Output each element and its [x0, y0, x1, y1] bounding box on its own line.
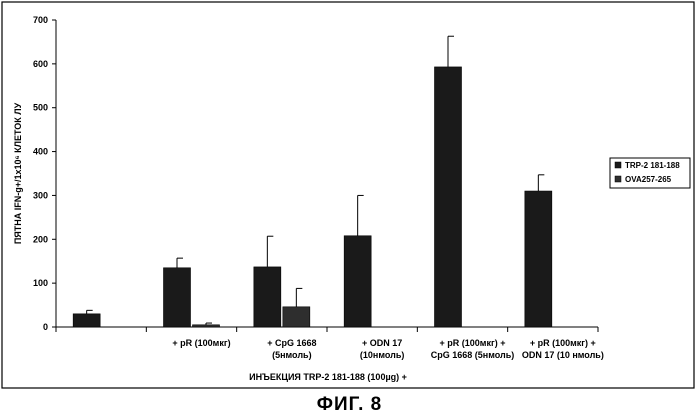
bar-trp2-4 [435, 67, 462, 327]
legend-swatch-0 [615, 162, 621, 168]
bar-trp2-3 [344, 236, 371, 327]
category-label-1: + pR (100мкг) [172, 338, 230, 348]
bar-ova-1 [193, 325, 220, 327]
y-axis-title: ПЯТНА IFN-g+/1x10⁶ КЛЕТОК ЛУ [13, 102, 23, 244]
y-tick-label: 400 [33, 147, 48, 157]
category-label-3: (10нмоль) [360, 350, 405, 360]
category-label-4: CpG 1668 (5нмоль) [431, 350, 515, 360]
bar-trp2-1 [164, 268, 191, 327]
y-tick-label: 300 [33, 190, 48, 200]
y-tick-label: 200 [33, 234, 48, 244]
category-label-2: (5нмоль) [272, 350, 312, 360]
figure-caption: ФИГ. 8 [0, 394, 699, 416]
x-axis-title: ИНЪЕКЦИЯ TRP-2 181-188 (100µg) + [249, 372, 407, 382]
category-label-5: + pR (100мкг) + [530, 338, 596, 348]
y-tick-label: 0 [43, 322, 48, 332]
chart-svg: 0 100 200 300 400 500 600 700 ПЯТНА IFN-g+/1x10⁶… [0, 0, 699, 392]
chart-frame: 0 100 200 300 400 500 600 700 ПЯТНА IFN-g+/1x10⁶… [0, 0, 699, 392]
y-tick-label: 700 [33, 15, 48, 25]
category-label-4: + pR (100мкг) + [440, 338, 506, 348]
category-label-3: + ODN 17 [362, 338, 402, 348]
bar-ova-2 [283, 307, 310, 327]
legend-label-0: TRP-2 181-188 [625, 161, 680, 170]
bar-trp2-2 [254, 267, 281, 327]
legend-label-1: OVA257-265 [625, 175, 672, 184]
bar-trp2-0 [73, 314, 100, 327]
y-tick-label: 500 [33, 103, 48, 113]
y-tick-label: 600 [33, 59, 48, 69]
category-label-5: ODN 17 (10 нмоль) [522, 350, 604, 360]
y-tick-label: 100 [33, 278, 48, 288]
category-label-2: + CpG 1668 [267, 338, 316, 348]
legend-swatch-1 [615, 176, 621, 182]
bar-trp2-5 [525, 191, 552, 327]
chart-border [2, 2, 694, 388]
